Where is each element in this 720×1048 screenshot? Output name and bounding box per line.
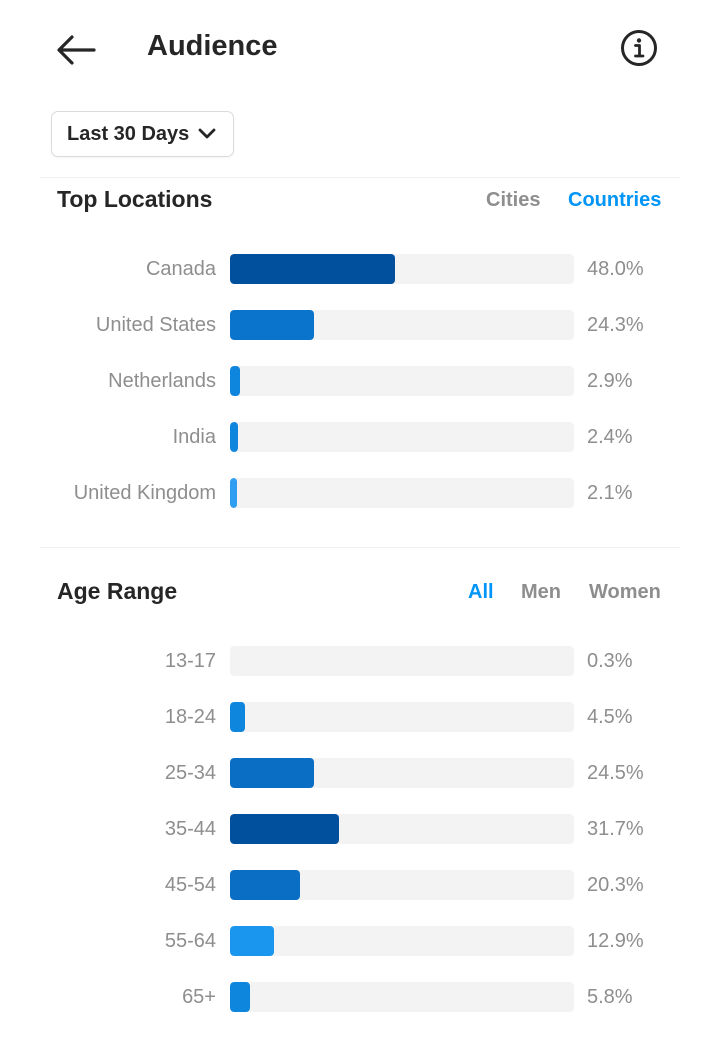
tab-all[interactable]: All (468, 581, 494, 603)
chevron-down-icon (198, 128, 216, 139)
age-value: 0.3% (587, 650, 633, 672)
age-bar-track (230, 870, 574, 900)
age-bar-track (230, 758, 574, 788)
divider (40, 547, 680, 548)
age-range-title: Age Range (57, 578, 178, 604)
age-value: 12.9% (587, 930, 644, 952)
age-bar (230, 926, 274, 956)
tab-cities[interactable]: Cities (486, 189, 541, 211)
age-row: 13-17 0.3% (0, 646, 720, 678)
age-row: 45-54 20.3% (0, 870, 720, 902)
date-range-dropdown[interactable]: Last 30 Days (51, 111, 234, 157)
top-locations-title: Top Locations (57, 186, 213, 212)
location-bar (230, 422, 238, 452)
age-label: 25-34 (164, 762, 216, 784)
age-bar (230, 702, 245, 732)
age-bar-track (230, 926, 574, 956)
location-row: India 2.4% (0, 422, 720, 454)
location-label: United Kingdom (73, 482, 216, 504)
location-bar-track (230, 254, 574, 284)
info-circle-icon (621, 30, 657, 66)
age-value: 5.8% (587, 986, 633, 1008)
age-row: 25-34 24.5% (0, 758, 720, 790)
age-label: 13-17 (164, 650, 216, 672)
location-value: 24.3% (587, 314, 644, 336)
location-bar (230, 254, 395, 284)
age-row: 35-44 31.7% (0, 814, 720, 846)
header: Audience (0, 0, 720, 100)
age-value: 4.5% (587, 706, 633, 728)
location-row: Canada 48.0% (0, 254, 720, 286)
location-bar-track (230, 366, 574, 396)
age-label: 35-44 (164, 818, 216, 840)
location-value: 2.1% (587, 482, 633, 504)
date-range-label: Last 30 Days (67, 122, 190, 145)
back-button[interactable] (52, 28, 100, 72)
location-label: Canada (145, 258, 216, 280)
location-bar-track (230, 310, 574, 340)
age-value: 20.3% (587, 874, 644, 896)
tab-women[interactable]: Women (589, 581, 661, 603)
age-bar (230, 982, 250, 1012)
location-value: 2.9% (587, 370, 633, 392)
age-row: 55-64 12.9% (0, 926, 720, 958)
location-value: 48.0% (587, 258, 644, 280)
age-label: 65+ (182, 986, 216, 1008)
location-bar (230, 366, 240, 396)
location-row: Netherlands 2.9% (0, 366, 720, 398)
age-bar-track (230, 814, 574, 844)
location-bar-track (230, 478, 574, 508)
age-row: 18-24 4.5% (0, 702, 720, 734)
location-label: India (172, 426, 216, 448)
age-value: 31.7% (587, 818, 644, 840)
tab-men[interactable]: Men (521, 581, 561, 603)
location-bar (230, 478, 237, 508)
location-row: United States 24.3% (0, 310, 720, 342)
location-label: United States (95, 314, 216, 336)
tab-countries[interactable]: Countries (568, 189, 662, 211)
age-bar (230, 758, 314, 788)
age-bar-track (230, 646, 574, 676)
age-label: 18-24 (164, 706, 216, 728)
arrow-left-icon (57, 35, 96, 65)
age-row: 65+ 5.8% (0, 982, 720, 1014)
age-bar (230, 870, 300, 900)
age-bar (230, 814, 339, 844)
info-button[interactable] (618, 27, 660, 69)
age-bar-track (230, 702, 574, 732)
age-label: 55-64 (164, 930, 216, 952)
age-value: 24.5% (587, 762, 644, 784)
divider (40, 177, 680, 178)
age-bar-track (230, 982, 574, 1012)
location-row: United Kingdom 2.1% (0, 478, 720, 510)
location-bar-track (230, 422, 574, 452)
page-title: Audience (147, 30, 278, 62)
location-bar (230, 310, 314, 340)
age-label: 45-54 (164, 874, 216, 896)
location-label: Netherlands (108, 370, 216, 392)
location-value: 2.4% (587, 426, 633, 448)
